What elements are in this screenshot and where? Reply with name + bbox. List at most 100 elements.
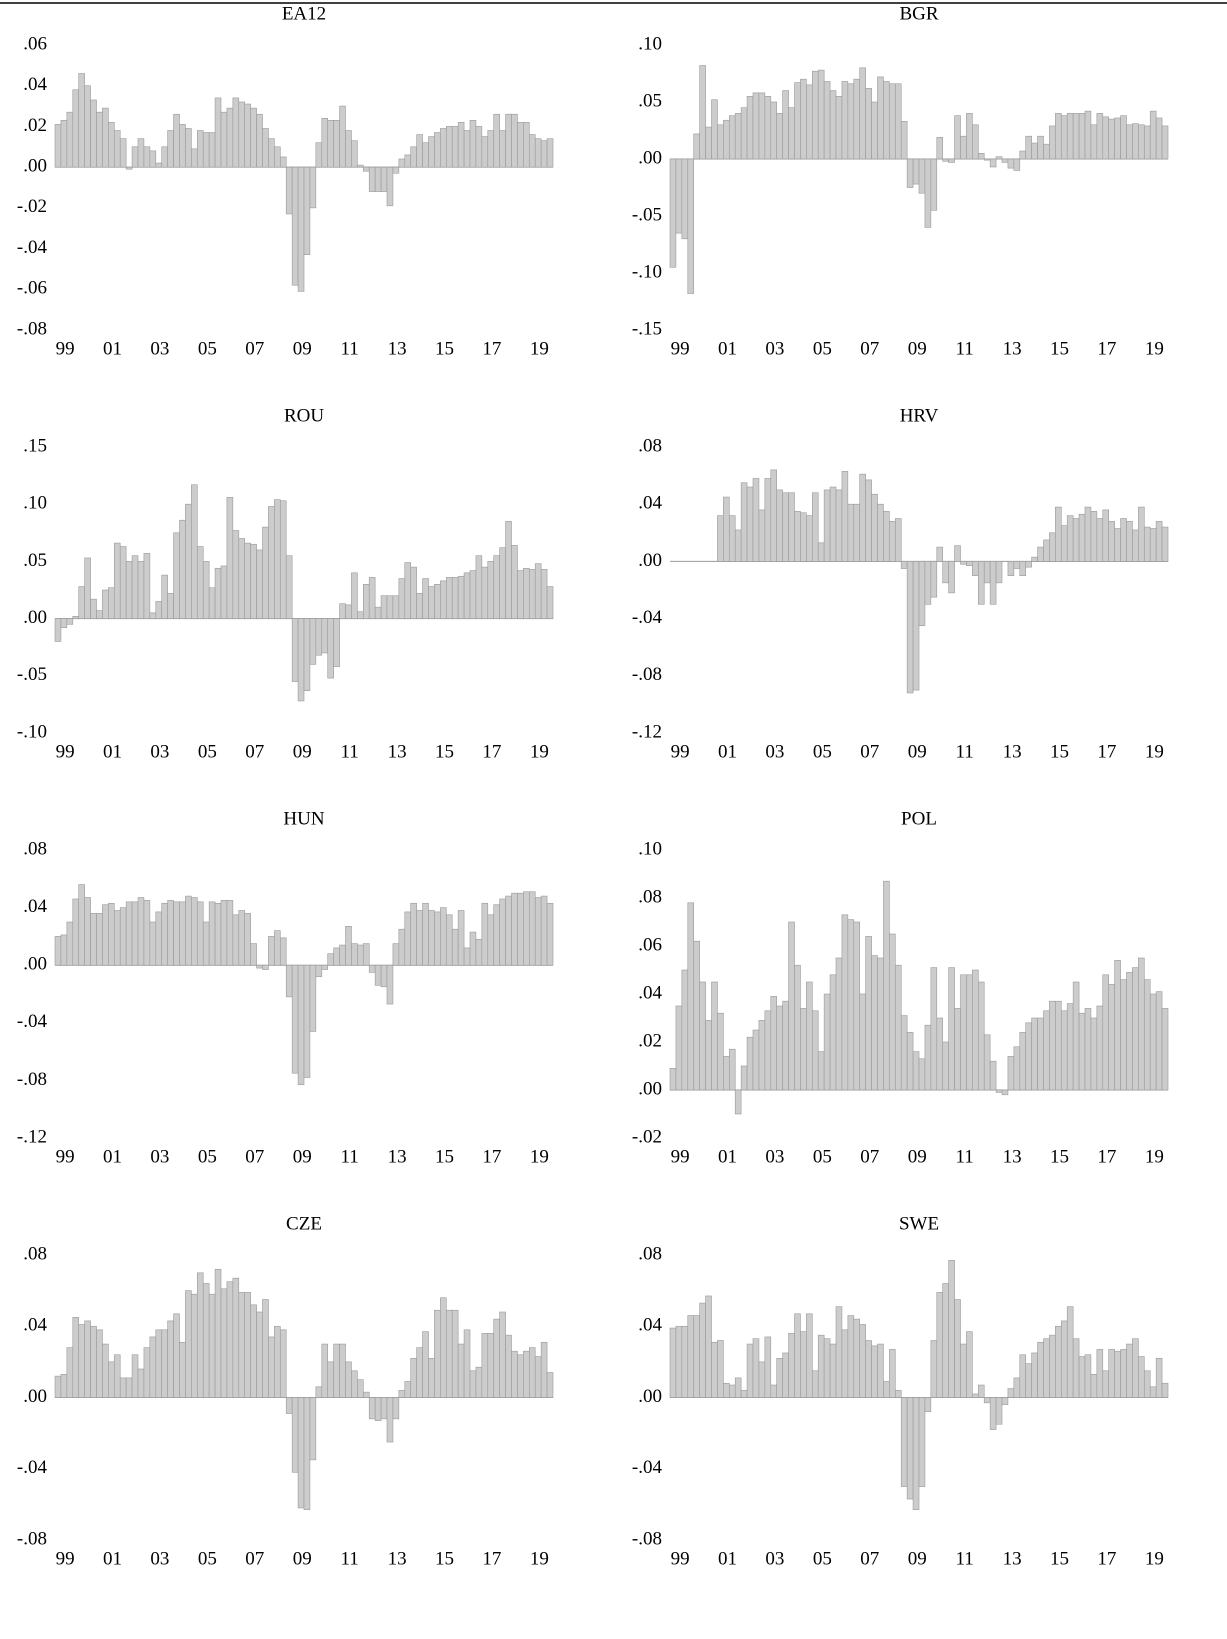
bar [1138, 957, 1145, 1091]
bar [734, 529, 742, 562]
x-tick-label: 11 [956, 338, 974, 359]
bar [669, 158, 677, 268]
y-tick-label: -.08 [17, 1069, 47, 1090]
bar [327, 1361, 334, 1398]
bar [1007, 561, 1015, 577]
bar [315, 142, 323, 168]
x-tick-label: 09 [293, 741, 312, 762]
bar [250, 943, 257, 966]
bar [463, 947, 471, 966]
bar [238, 538, 246, 619]
bar [983, 1034, 991, 1091]
y-tick-label: .02 [23, 115, 47, 136]
bar [811, 1370, 819, 1398]
y-tick-label: -.08 [17, 1528, 47, 1549]
bar [764, 478, 772, 562]
bar [90, 99, 97, 168]
bar [244, 1292, 251, 1398]
x-tick-label: 15 [1050, 1146, 1069, 1167]
bar [995, 156, 1003, 160]
bar [392, 595, 400, 619]
bar [782, 1000, 789, 1091]
bar [989, 1060, 997, 1091]
bar [1019, 1032, 1027, 1091]
x-tick-label: 11 [341, 1146, 359, 1167]
bar [523, 891, 530, 966]
bar [1055, 506, 1062, 562]
bar [191, 484, 198, 619]
bar [303, 166, 311, 255]
bar [1155, 117, 1163, 160]
bar [1143, 526, 1151, 562]
bar [238, 1292, 246, 1398]
bar [723, 119, 730, 160]
bar [889, 1349, 896, 1398]
bar [78, 586, 85, 619]
bar [859, 67, 866, 160]
x-tick-label: 05 [198, 1548, 217, 1569]
bar [734, 113, 742, 160]
bar [960, 135, 967, 160]
bar [72, 616, 80, 619]
bar [451, 577, 459, 619]
bar [829, 90, 837, 160]
bar [835, 1306, 843, 1398]
bar [84, 557, 91, 619]
bar [244, 542, 251, 619]
y-tick-label: -.05 [632, 204, 662, 225]
bar [746, 96, 754, 160]
bar [392, 943, 400, 966]
bar [752, 478, 760, 562]
bar [711, 99, 718, 160]
y-tick-label: .04 [23, 896, 47, 917]
bar [1007, 1388, 1015, 1398]
bar [357, 164, 364, 168]
bar [262, 128, 269, 168]
y-tick-label: -.10 [632, 261, 662, 282]
bar [102, 589, 109, 619]
bar [528, 134, 536, 168]
bar [728, 1384, 736, 1398]
bar [434, 911, 441, 966]
bar [883, 880, 890, 1091]
bar [681, 1325, 689, 1398]
bar [119, 546, 127, 619]
bar [1013, 561, 1021, 569]
bar [847, 1315, 855, 1398]
bar [440, 1297, 447, 1398]
bar [865, 936, 872, 1091]
bar [155, 911, 163, 966]
bar [445, 126, 453, 168]
x-tick-label: 17 [1097, 338, 1116, 359]
y-tick-label: .00 [638, 1386, 662, 1407]
bar [321, 964, 329, 970]
x-tick-label: 19 [530, 1548, 549, 1569]
bar [1078, 513, 1086, 562]
bar [948, 561, 955, 594]
x-tick-label: 11 [341, 338, 359, 359]
bar [351, 943, 358, 966]
bar [457, 1343, 465, 1398]
bar [788, 492, 795, 562]
bar [279, 156, 287, 168]
bar [232, 1277, 240, 1398]
bar [1143, 1370, 1151, 1398]
bar [829, 974, 837, 1091]
bar [66, 1347, 74, 1398]
bar [1043, 143, 1050, 160]
bar [404, 1381, 412, 1398]
chart-title: ROU [284, 405, 324, 426]
bar [469, 1370, 477, 1398]
x-tick-label: 01 [718, 741, 737, 762]
bar [717, 1340, 724, 1398]
bar [883, 81, 890, 160]
bar [699, 981, 706, 1091]
bar [108, 122, 115, 168]
bar [1114, 528, 1121, 562]
bar [457, 575, 465, 619]
bar [924, 1397, 932, 1413]
bar [380, 595, 388, 619]
bar [137, 1368, 145, 1398]
bar [226, 107, 234, 168]
bar [954, 115, 961, 160]
